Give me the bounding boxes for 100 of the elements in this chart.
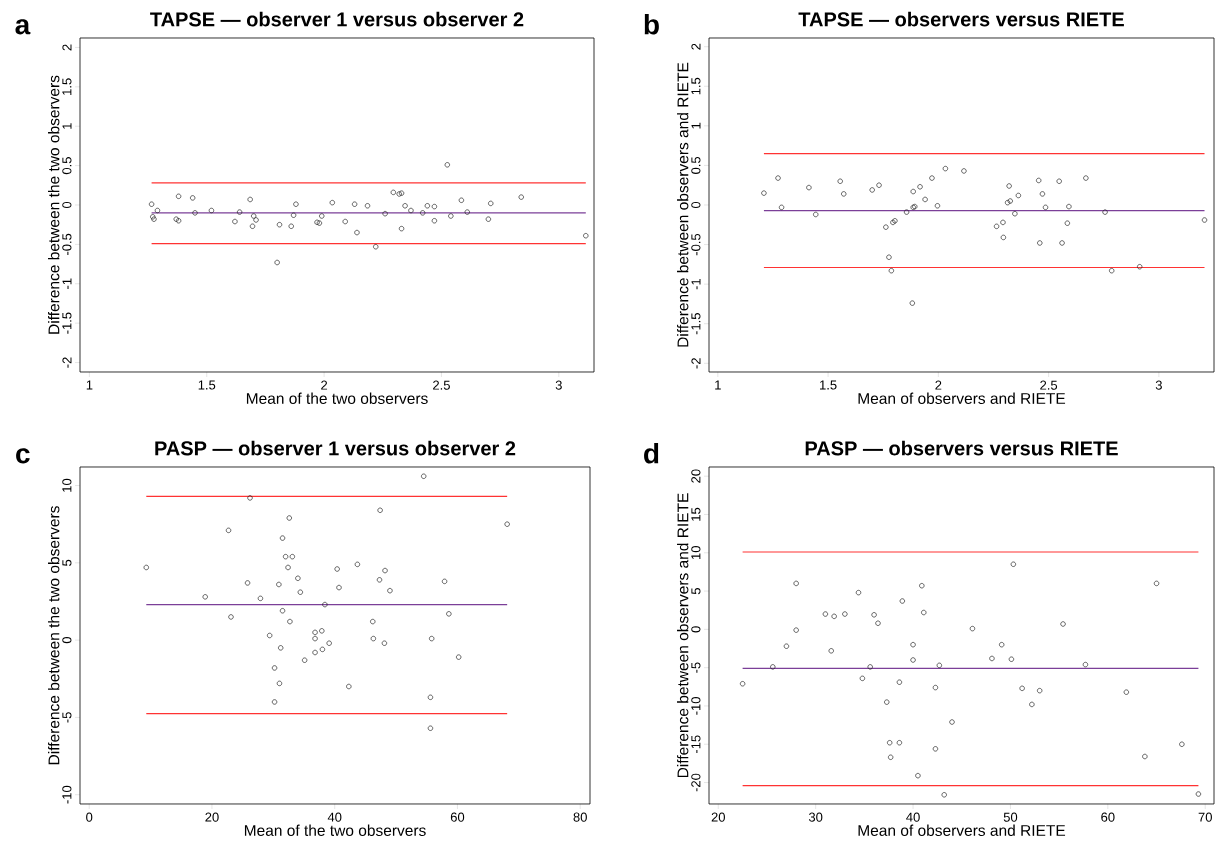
point (346, 683, 352, 690)
x-tick-label: 80 (573, 812, 587, 822)
point (289, 554, 296, 560)
text: a (15, 19, 31, 35)
point (431, 218, 438, 224)
x-tick-label: 30 (808, 812, 823, 822)
point (444, 162, 450, 168)
point (429, 635, 435, 642)
point (1019, 685, 1025, 691)
point (1066, 203, 1072, 210)
point (1060, 621, 1066, 627)
x-tick-label: 2.5 (1040, 380, 1058, 390)
point (993, 223, 1000, 230)
point (396, 191, 402, 197)
point (1008, 656, 1015, 662)
point (1000, 234, 1007, 241)
x-tick-label: 2 (935, 380, 942, 390)
point (192, 210, 198, 216)
point (314, 219, 320, 225)
point (342, 218, 348, 225)
point (934, 203, 941, 209)
point (376, 577, 383, 583)
chart-title: PASP — observers versus RIETE (805, 440, 1118, 456)
x-tick-label: 2.5 (433, 380, 450, 390)
point (1012, 211, 1018, 217)
point (888, 268, 895, 274)
point (1015, 192, 1022, 199)
point (583, 233, 589, 239)
point (421, 473, 427, 479)
point (276, 680, 283, 687)
point (1083, 175, 1089, 181)
point (1029, 701, 1035, 708)
point (1000, 219, 1006, 226)
point (837, 178, 843, 184)
x-tick-label: 50 (1003, 812, 1018, 822)
point (293, 201, 299, 207)
x-axis-title: Mean of the two observers (246, 392, 428, 404)
y-tick-label: 20 (691, 469, 701, 483)
point (464, 209, 470, 215)
x-tick-label: 40 (327, 812, 342, 822)
point (319, 213, 325, 219)
point (382, 211, 388, 217)
point (831, 613, 837, 619)
point (373, 244, 379, 250)
point (249, 223, 256, 229)
point (364, 203, 371, 209)
point (257, 595, 264, 602)
point (420, 210, 426, 216)
y-tick-label: 2 (691, 43, 701, 50)
x-tick-label: 40 (906, 812, 920, 822)
point (312, 649, 318, 656)
point (175, 218, 182, 224)
point (424, 203, 431, 209)
point (354, 229, 360, 236)
y-axis-title: Difference between the two observers (48, 75, 60, 334)
point (381, 640, 388, 646)
point (899, 598, 905, 604)
point (961, 168, 967, 174)
point (1201, 217, 1208, 223)
point (228, 614, 234, 620)
y-tick-label: -5 (62, 712, 72, 723)
y-tick-label: -10 (62, 785, 72, 804)
point (841, 191, 847, 197)
point (319, 646, 326, 653)
point (887, 740, 893, 746)
point (1059, 240, 1065, 246)
point (448, 213, 454, 219)
point (932, 746, 939, 752)
point (1006, 183, 1012, 189)
point (286, 515, 292, 521)
point (922, 196, 928, 203)
point (154, 207, 161, 214)
point (271, 699, 278, 705)
point (917, 184, 923, 190)
y-tick-label: 1 (691, 122, 701, 129)
point (402, 203, 408, 209)
point (175, 193, 182, 199)
point (999, 642, 1005, 648)
y-tick-label: 0.5 (691, 156, 701, 174)
point (783, 643, 790, 649)
point (942, 165, 949, 172)
y-tick-label: -5 (691, 662, 701, 673)
x-tick-label: 2 (321, 380, 328, 390)
point (319, 628, 325, 634)
chart-title: TAPSE — observer 1 versus observer 2 (150, 11, 524, 27)
point (279, 535, 286, 541)
point (354, 561, 361, 568)
y-tick-label: 2 (62, 44, 72, 51)
x-tick-label: 1 (86, 380, 93, 390)
x-axis-title: Mean of observers and RIETE (858, 392, 1066, 404)
point (884, 699, 890, 705)
point (202, 594, 208, 600)
point (936, 662, 942, 669)
point (869, 187, 875, 193)
y-tick-label: -1.5 (691, 313, 701, 335)
point (1142, 753, 1148, 760)
y-tick-label: -2 (691, 358, 701, 369)
point (208, 207, 215, 214)
point (334, 566, 340, 572)
point (312, 629, 318, 636)
